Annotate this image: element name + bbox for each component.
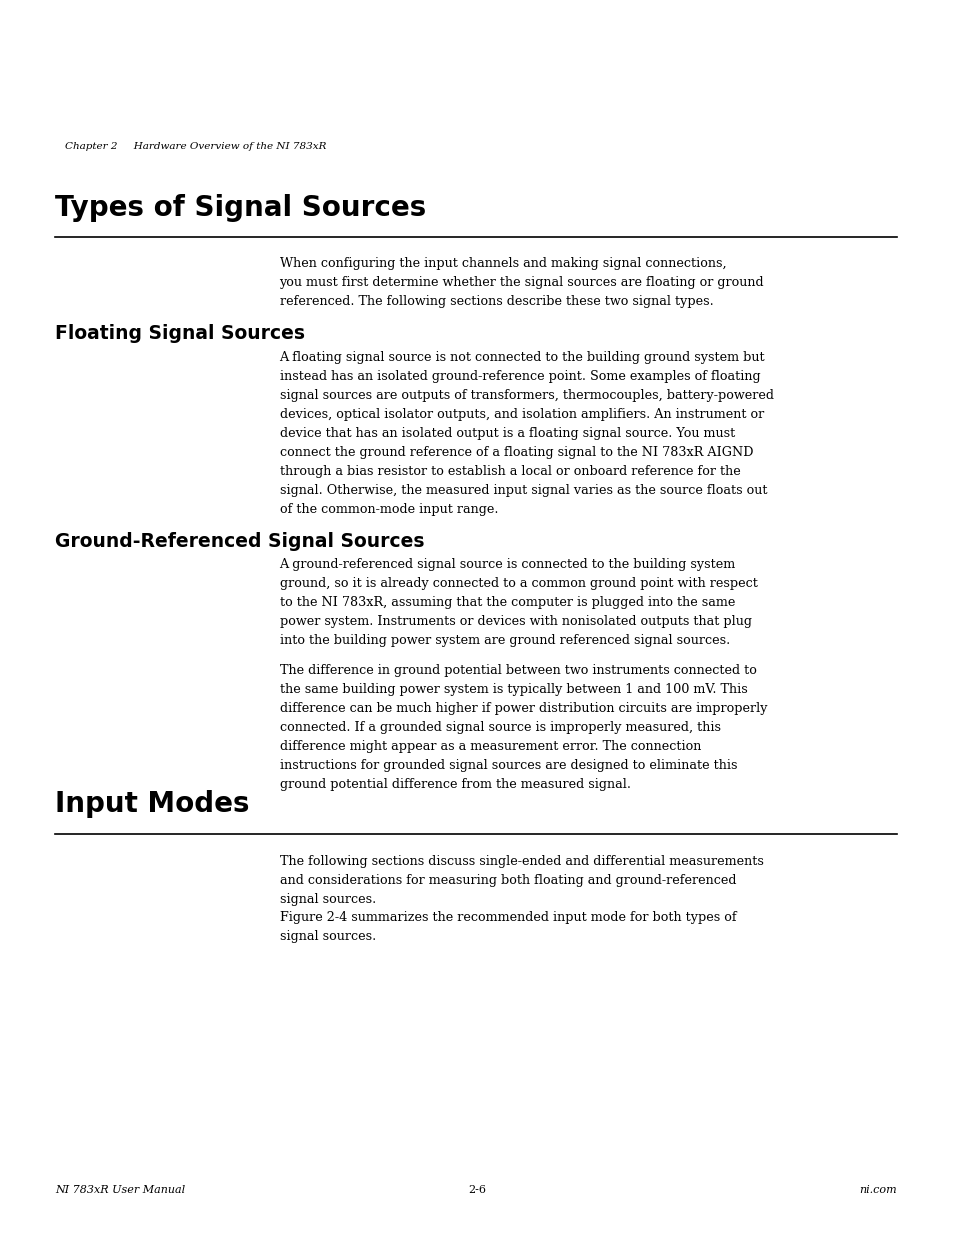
Text: 2-6: 2-6 [468, 1186, 485, 1195]
Text: When configuring the input channels and making signal connections,
you must firs: When configuring the input channels and … [279, 257, 763, 308]
Text: ni.com: ni.com [859, 1186, 896, 1195]
Text: Ground-Referenced Signal Sources: Ground-Referenced Signal Sources [55, 532, 424, 551]
Text: Types of Signal Sources: Types of Signal Sources [55, 194, 426, 222]
Text: A floating signal source is not connected to the building ground system but
inst: A floating signal source is not connecte… [279, 351, 773, 516]
Text: A ground-referenced signal source is connected to the building system
ground, so: A ground-referenced signal source is con… [279, 558, 757, 647]
Text: The difference in ground potential between two instruments connected to
the same: The difference in ground potential betwe… [279, 664, 766, 792]
Text: Figure 2-4 summarizes the recommended input mode for both types of
signal source: Figure 2-4 summarizes the recommended in… [279, 911, 736, 944]
Text: Floating Signal Sources: Floating Signal Sources [55, 324, 305, 342]
Text: Input Modes: Input Modes [55, 790, 250, 819]
Text: NI 783xR User Manual: NI 783xR User Manual [55, 1186, 185, 1195]
Text: Chapter 2     Hardware Overview of the NI 783xR: Chapter 2 Hardware Overview of the NI 78… [65, 142, 326, 151]
Text: The following sections discuss single-ended and differential measurements
and co: The following sections discuss single-en… [279, 855, 762, 905]
